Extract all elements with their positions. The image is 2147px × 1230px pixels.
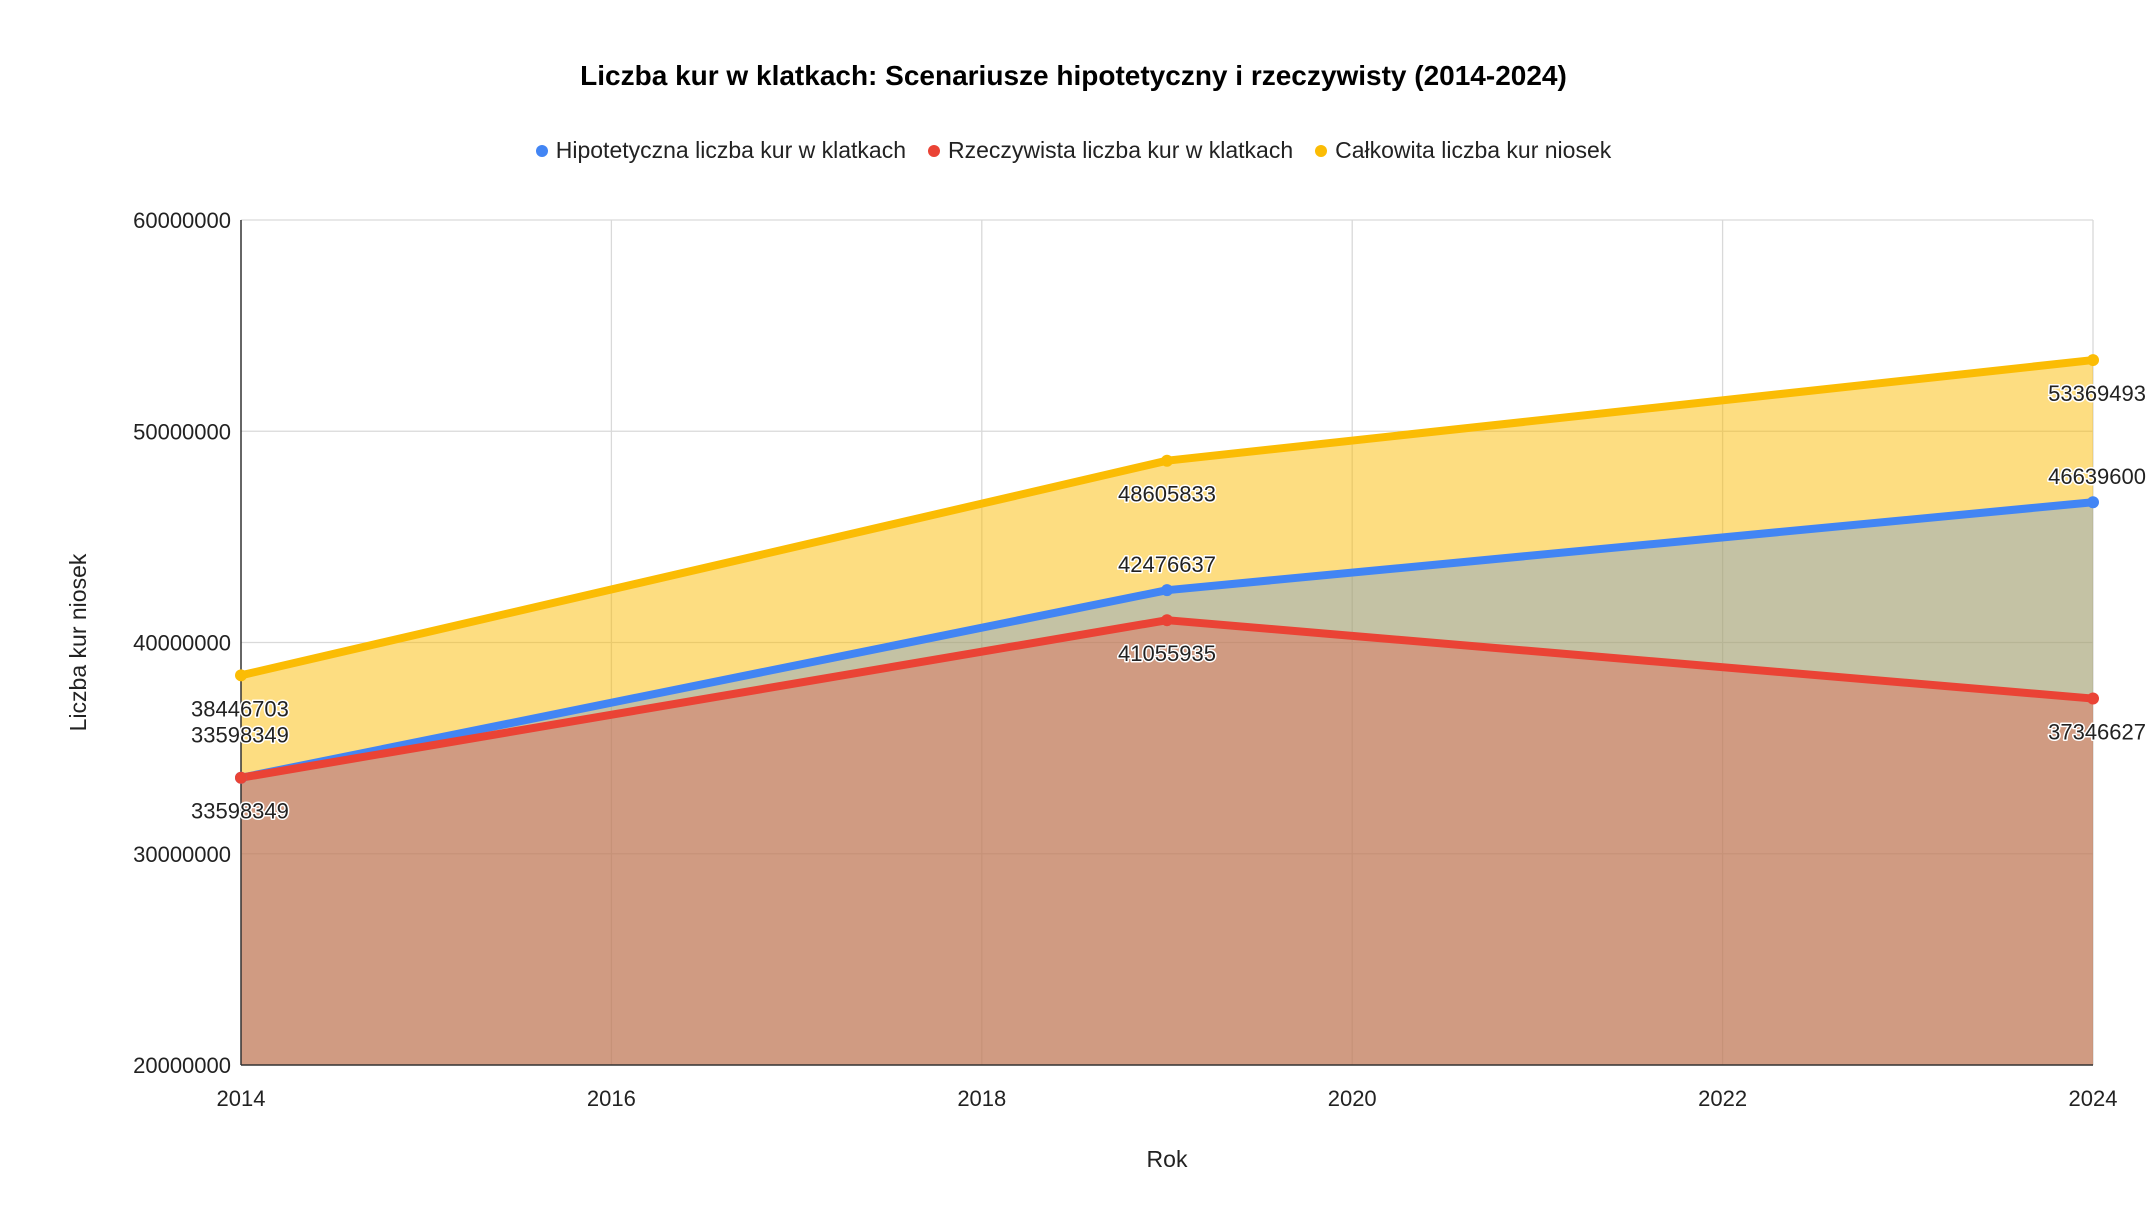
area-fills xyxy=(241,360,2093,1065)
area-actual xyxy=(241,620,2093,1065)
tick-labels: 20000000 30000000 40000000 50000000 60000000… xyxy=(133,208,2117,1111)
legend-marker-hypothetical xyxy=(535,144,548,157)
x-tick-label-4: 2022 xyxy=(1698,1086,1747,1111)
legend-label-actual: Rzeczywista liczba kur w klatkach xyxy=(948,137,1294,163)
series-points xyxy=(235,354,2099,784)
label-actual-1: 41055935 xyxy=(1118,641,1216,666)
x-tick-label-0: 2014 xyxy=(217,1086,266,1111)
point-total-2 xyxy=(2087,354,2099,367)
point-actual-1 xyxy=(1161,614,1173,627)
legend: Hipotetyczna liczba kur w klatkach Rzecz… xyxy=(0,137,2147,164)
area-total xyxy=(241,360,2093,1065)
x-tick-label-3: 2020 xyxy=(1328,1086,1377,1111)
legend-item-actual[interactable]: Rzeczywista liczba kur w klatkach xyxy=(928,137,1293,164)
legend-label-total: Całkowita liczba kur niosek xyxy=(1335,137,1612,163)
axes xyxy=(240,220,2093,1066)
label-hypothetical-1: 42476637 xyxy=(1118,552,1216,577)
label-total-1: 48605833 xyxy=(1118,482,1216,507)
x-axis-title: Rok xyxy=(1147,1146,1188,1172)
y-tick-label-3: 50000000 xyxy=(133,419,231,444)
label-actual-2: 37346627 xyxy=(2048,720,2146,745)
point-hypothetical-2 xyxy=(2087,496,2099,509)
x-tick-label-2: 2018 xyxy=(957,1086,1006,1111)
point-actual-2 xyxy=(2087,692,2099,705)
legend-item-total[interactable]: Całkowita liczba kur niosek xyxy=(1315,137,1611,164)
chart-title: Liczba kur w klatkach: Scenariusze hipot… xyxy=(580,60,1567,91)
y-tick-label-1: 30000000 xyxy=(133,842,231,867)
label-actual-0: 33598349 xyxy=(191,799,289,824)
label-hypothetical-2: 46639600 xyxy=(2048,464,2146,489)
point-total-1 xyxy=(1161,454,1173,467)
legend-label-hypothetical: Hipotetyczna liczba kur w klatkach xyxy=(555,137,907,163)
y-axis-title: Liczba kur niosek xyxy=(65,553,91,731)
x-tick-label-5: 2024 xyxy=(2069,1086,2118,1111)
label-total-0: 38446703 xyxy=(191,696,289,721)
y-tick-label-0: 20000000 xyxy=(133,1053,231,1078)
legend-marker-actual xyxy=(928,144,941,157)
y-tick-label-2: 40000000 xyxy=(133,631,231,656)
area-hypothetical xyxy=(241,502,2093,1065)
point-total-0 xyxy=(235,669,247,682)
label-total-2: 53369493 xyxy=(2048,381,2146,406)
x-tick-label-1: 2016 xyxy=(587,1086,636,1111)
y-tick-label-4: 60000000 xyxy=(133,208,231,233)
label-hypothetical-0: 33598349 xyxy=(191,723,289,748)
legend-item-hypothetical[interactable]: Hipotetyczna liczba kur w klatkach xyxy=(535,137,907,164)
point-hypothetical-1 xyxy=(1161,584,1173,597)
legend-marker-total xyxy=(1315,144,1328,157)
point-actual-0 xyxy=(235,771,247,784)
data-labels: 33598349 42476637 46639600 33598349 41055935… xyxy=(190,380,2147,826)
